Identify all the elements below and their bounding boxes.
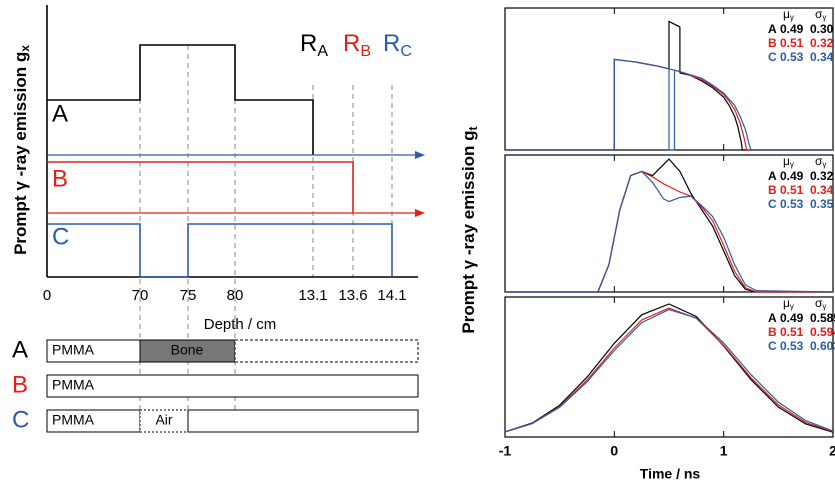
label-sub: x <box>18 45 32 52</box>
right-y-label: Prompt γ -ray emission gt <box>459 126 480 333</box>
header-symbol: μ <box>783 154 790 168</box>
phantom-segment: Air <box>155 412 172 428</box>
header-symbol: σ <box>815 7 823 21</box>
legend-sigma: 0.32 <box>810 36 834 50</box>
range-label: RB <box>343 30 371 60</box>
legend-name: C <box>768 339 777 353</box>
series-line <box>505 58 833 151</box>
legend-name: C <box>768 50 777 64</box>
legend-sigma: 0.34 <box>810 183 834 197</box>
range-sub: C <box>400 43 412 60</box>
x-tick-label: 80 <box>227 287 244 304</box>
label-text: Prompt γ -ray emission g <box>459 130 478 333</box>
x-tick-label: 14.1 <box>377 287 406 304</box>
legend-name: A <box>768 169 777 183</box>
phantom-segment: PMMA <box>52 377 95 393</box>
x-label: Time / ns <box>640 466 701 482</box>
legend-mu: 0.49 <box>780 22 804 36</box>
x-tick-label: 0 <box>43 287 51 304</box>
legend-mu: 0.49 <box>780 311 804 325</box>
panel-frames <box>504 7 834 438</box>
x-tick-label: 13.1 <box>298 287 327 304</box>
legend-name: A <box>768 22 777 36</box>
phantom-segment: Bone <box>171 342 204 358</box>
legend-mu: 0.51 <box>780 183 804 197</box>
legend-mu: 0.53 <box>780 197 804 211</box>
phantom-label: A <box>12 336 28 363</box>
legend-sigma: 0.603 <box>810 339 835 353</box>
legend-sigma: 0.585 <box>810 311 835 325</box>
header-sub: γ <box>790 302 794 311</box>
schematic-lines <box>46 5 425 410</box>
header-symbol: σ <box>815 296 823 310</box>
header-sub: γ <box>790 13 794 22</box>
left-y-label: Prompt γ -ray emission gx <box>11 45 32 255</box>
range-sub: B <box>360 43 371 60</box>
range-label: RA <box>300 30 328 60</box>
legend-sigma: 0.32 <box>810 169 834 183</box>
legend-mu: 0.49 <box>780 169 804 183</box>
series-line <box>504 308 834 433</box>
legend-header: μγ <box>783 154 794 169</box>
range-letter: R <box>343 30 360 57</box>
legend-header: μγ <box>783 7 794 22</box>
header-sub: γ <box>790 160 794 169</box>
legend-header: σγ <box>815 7 826 22</box>
label-text: Prompt γ -ray emission g <box>11 52 30 255</box>
range-letter: R <box>383 30 400 57</box>
legend-header: σγ <box>815 154 826 169</box>
phantom-segment: PMMA <box>52 412 95 428</box>
legend-name: B <box>768 183 777 197</box>
x-tick-label: -1 <box>499 443 512 459</box>
x-tick-label: 70 <box>132 287 149 304</box>
phantom-segment: PMMA <box>52 342 95 358</box>
range-label: RC <box>383 30 412 60</box>
range-letter: R <box>300 30 317 57</box>
x-tick-label: 13.6 <box>338 287 367 304</box>
profile-label: A <box>52 100 68 127</box>
header-sub: γ <box>822 160 826 169</box>
header-sub: γ <box>822 13 826 22</box>
legend-sigma: 0.30 <box>810 22 834 36</box>
phantom-label: C <box>12 406 29 433</box>
header-symbol: μ <box>783 296 790 310</box>
x-tick-label: 75 <box>180 287 197 304</box>
x-tick-label: 1 <box>720 443 728 459</box>
legend-name: B <box>768 36 777 50</box>
legend-header: σγ <box>815 296 826 311</box>
series-line <box>504 303 834 433</box>
x-tick-label: 2 <box>829 443 835 459</box>
legend-sigma: 0.34 <box>810 50 834 64</box>
x-tick-label: 0 <box>610 443 618 459</box>
profile-label: C <box>52 223 69 250</box>
legend-name: A <box>768 311 777 325</box>
legend-name: B <box>768 325 777 339</box>
legend-sigma: 0.35 <box>810 197 834 211</box>
legend-sigma: 0.594 <box>810 325 835 339</box>
legend-mu: 0.53 <box>780 50 804 64</box>
legend-mu: 0.53 <box>780 339 804 353</box>
header-symbol: σ <box>815 154 823 168</box>
phantom-label: B <box>12 371 28 398</box>
header-sub: γ <box>822 302 826 311</box>
legend-header: μγ <box>783 296 794 311</box>
legend-name: C <box>768 197 777 211</box>
label-sub: t <box>466 126 480 130</box>
legend-mu: 0.51 <box>780 36 804 50</box>
header-symbol: μ <box>783 7 790 21</box>
series-line <box>505 170 834 293</box>
x-label: Depth / cm <box>204 316 277 333</box>
phantoms <box>46 339 419 433</box>
legend-mu: 0.51 <box>780 325 804 339</box>
profile-label: B <box>52 165 68 192</box>
range-sub: A <box>317 43 328 60</box>
